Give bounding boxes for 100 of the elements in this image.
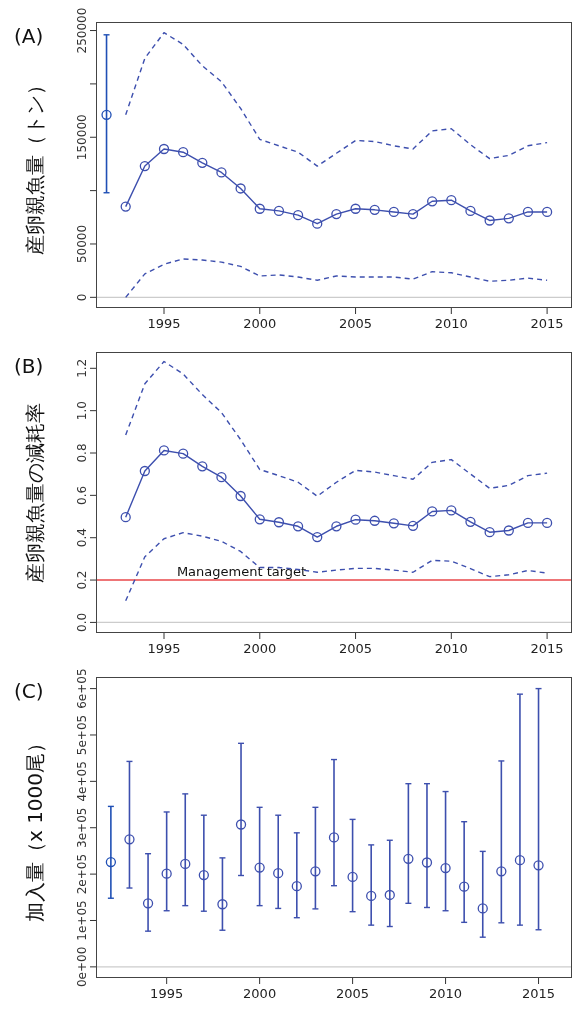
point	[105, 856, 117, 868]
point	[366, 890, 377, 902]
point	[484, 527, 495, 538]
point	[235, 183, 246, 194]
point	[216, 472, 227, 483]
point	[407, 520, 419, 531]
point	[310, 866, 321, 877]
point	[427, 506, 438, 517]
point	[291, 881, 302, 892]
point	[158, 143, 170, 155]
point	[217, 899, 228, 910]
point	[407, 208, 419, 220]
point	[254, 514, 265, 525]
point	[328, 832, 340, 843]
x-tick-label: 1995	[147, 641, 181, 656]
y-tick-label: 6e+05	[75, 668, 89, 709]
chart-title: (B)	[14, 354, 44, 378]
line-series	[124, 258, 548, 299]
point	[292, 210, 304, 221]
y-tick-label: 0	[75, 293, 89, 302]
point	[331, 208, 342, 220]
point	[350, 203, 361, 214]
x-tick-label: 1995	[150, 986, 184, 1001]
x-tick-label: 2015	[530, 641, 564, 656]
x-tick-label: 2005	[339, 316, 373, 331]
point	[197, 157, 208, 169]
point	[273, 517, 285, 528]
point	[180, 858, 191, 870]
point	[384, 889, 395, 901]
point	[312, 531, 323, 543]
chart-title: (A)	[14, 24, 44, 48]
point	[312, 218, 323, 229]
point	[369, 204, 380, 215]
y-tick-label: 0.2	[75, 570, 89, 590]
point	[541, 517, 553, 529]
y-tick-label: 1.0	[75, 401, 89, 421]
point	[273, 205, 285, 217]
point	[139, 465, 150, 477]
point	[465, 516, 476, 527]
point	[120, 512, 131, 523]
point	[235, 490, 246, 502]
point	[503, 525, 514, 536]
x-tick-label: 2005	[336, 986, 370, 1001]
x-tick-label: 2010	[434, 641, 468, 656]
point	[446, 505, 457, 516]
point	[158, 445, 170, 456]
y-tick-label: 3e+05	[75, 807, 89, 848]
point	[347, 871, 358, 883]
point	[465, 205, 476, 217]
x-tick-label: 2000	[243, 316, 277, 331]
point	[254, 203, 265, 214]
point	[388, 518, 400, 529]
x-tick-label: 2010	[434, 316, 468, 331]
y-tick-label: 150000	[75, 114, 89, 161]
point	[254, 862, 265, 873]
point	[197, 461, 208, 472]
y-tick-label: 0.0	[75, 612, 89, 632]
y-axis-title: 加入量（x 1000尾）	[23, 732, 48, 923]
y-tick-label: 4e+05	[75, 761, 89, 802]
point	[522, 517, 534, 529]
point	[533, 860, 544, 871]
y-tick-label: 1.2	[75, 358, 89, 378]
point	[216, 167, 227, 178]
point	[403, 853, 414, 864]
x-tick-label: 2015	[530, 316, 564, 331]
point	[101, 109, 112, 120]
ref-line-label: Management target	[176, 564, 307, 580]
point	[350, 514, 361, 525]
point	[427, 196, 438, 207]
line-series	[124, 31, 548, 167]
y-tick-label: 2e+05	[75, 853, 89, 895]
y-tick-label: 0.6	[75, 485, 89, 505]
point	[541, 206, 553, 218]
point	[142, 898, 154, 909]
x-tick-label: 1995	[147, 316, 181, 331]
point	[178, 448, 189, 459]
point	[235, 819, 247, 830]
point	[292, 521, 304, 532]
x-tick-label: 2000	[243, 986, 277, 1001]
point	[477, 903, 488, 914]
line-series	[124, 360, 548, 497]
y-axis-title: 産卵親魚量（トン）	[23, 75, 48, 255]
y-tick-label: 5e+05	[75, 714, 89, 756]
x-tick-label: 2010	[429, 986, 463, 1001]
y-tick-label: 0.8	[75, 443, 89, 463]
point	[459, 881, 470, 892]
point	[273, 868, 284, 879]
point	[369, 515, 380, 526]
point	[198, 869, 209, 881]
point	[161, 868, 172, 879]
point	[440, 862, 451, 874]
point	[421, 857, 433, 868]
point	[503, 213, 514, 224]
y-tick-label: 0e+00	[75, 946, 89, 988]
chart-title: (C)	[14, 679, 44, 703]
x-tick-label: 2000	[243, 641, 277, 656]
y-tick-label: 250000	[75, 7, 89, 54]
point	[178, 147, 189, 158]
line-series	[124, 531, 548, 602]
x-tick-label: 2005	[339, 641, 373, 656]
